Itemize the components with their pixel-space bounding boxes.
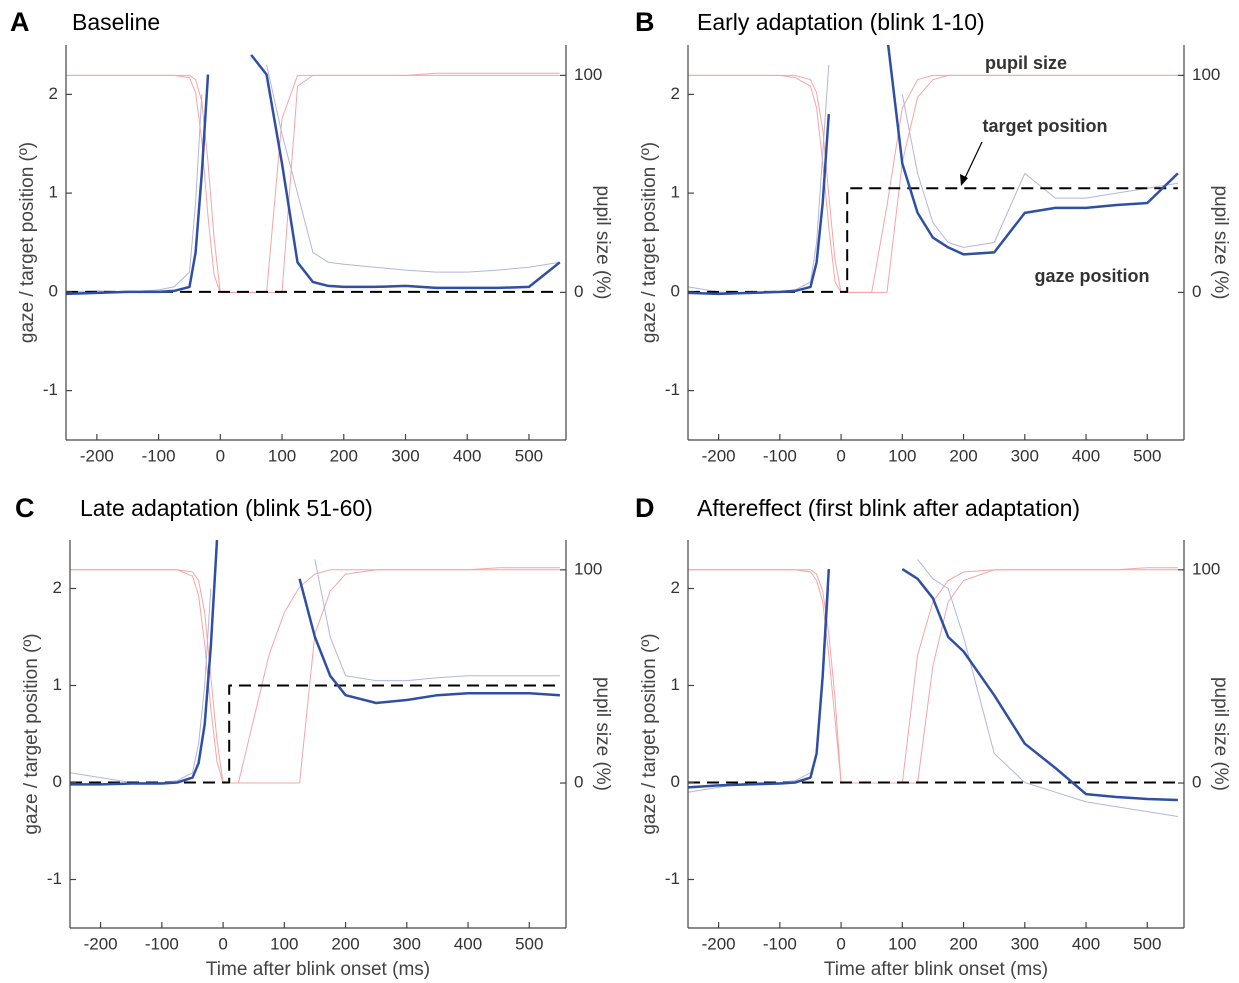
pupil-trace xyxy=(70,567,560,784)
x-tick-label: 300 xyxy=(393,934,421,953)
x-tick-label: 0 xyxy=(836,934,845,953)
y-tick-label: 1 xyxy=(671,675,680,694)
pupil-trace xyxy=(688,569,1178,784)
y-axis-label: gaze / target position (º) xyxy=(21,633,42,834)
gaze-trace xyxy=(70,540,560,786)
x-tick-label: 500 xyxy=(1133,934,1161,953)
x-tick-label: 200 xyxy=(949,934,977,953)
annotation: target position xyxy=(983,116,1108,136)
panel-title: Early adaptation (blink 1-10) xyxy=(697,9,985,35)
x-tick-label: -200 xyxy=(702,446,736,465)
y-tick-label: 0 xyxy=(49,281,58,300)
y-tick-label: -1 xyxy=(47,869,62,888)
y-tick-label: 0 xyxy=(53,772,62,791)
x-tick-label: 200 xyxy=(331,934,359,953)
x-tick-label: -200 xyxy=(80,446,114,465)
y2-axis-label: pupil size (%) xyxy=(1210,677,1231,791)
panel-title: Aftereffect (first blink after adaptatio… xyxy=(697,495,1080,521)
x-tick-label: 200 xyxy=(949,446,977,465)
pupil-trace xyxy=(70,569,560,784)
pupil-trace xyxy=(66,74,560,293)
x-tick-label: -200 xyxy=(702,934,736,953)
gaze-trace xyxy=(70,559,560,783)
y2-tick-label: 0 xyxy=(1192,773,1201,792)
y-tick-label: -1 xyxy=(43,380,58,399)
y-axis-label: gaze / target position (º) xyxy=(639,633,660,834)
gaze-trace xyxy=(688,568,1178,802)
y-tick-label: -1 xyxy=(665,380,680,399)
y2-tick-label: 0 xyxy=(574,773,583,792)
y-tick-label: 2 xyxy=(671,578,680,597)
y2-tick-label: 0 xyxy=(574,282,583,301)
panel-letter: B xyxy=(635,7,655,37)
y-tick-label: 1 xyxy=(53,675,62,694)
x-tick-label: 100 xyxy=(268,446,296,465)
gaze-trace xyxy=(66,54,561,296)
x-tick-label: 0 xyxy=(216,446,225,465)
x-tick-label: 300 xyxy=(1011,446,1039,465)
y-tick-label: 2 xyxy=(671,84,680,103)
panel-letter: C xyxy=(15,493,35,523)
target-line xyxy=(70,684,560,784)
x-tick-label: 500 xyxy=(1133,446,1161,465)
y2-axis-label: pupil size (%) xyxy=(1210,185,1231,299)
y2-axis-label: pupil size (%) xyxy=(592,677,613,791)
gaze-trace xyxy=(688,45,1179,296)
x-tick-label: 300 xyxy=(391,446,419,465)
x-tick-label: 0 xyxy=(218,934,227,953)
y-tick-label: 0 xyxy=(671,772,680,791)
x-tick-label: 400 xyxy=(1072,446,1100,465)
x-tick-label: -100 xyxy=(763,446,797,465)
x-tick-label: -100 xyxy=(145,934,179,953)
gaze-trace xyxy=(66,64,560,293)
y-tick-label: 1 xyxy=(49,183,58,202)
y2-tick-label: 0 xyxy=(1192,282,1201,301)
x-tick-label: 500 xyxy=(515,934,543,953)
panel-title: Late adaptation (blink 51-60) xyxy=(80,495,373,521)
x-tick-label: -200 xyxy=(84,934,118,953)
pupil-trace xyxy=(688,74,1178,293)
x-tick-label: 0 xyxy=(836,446,845,465)
x-tick-label: 300 xyxy=(1011,934,1039,953)
x-tick-label: -100 xyxy=(763,934,797,953)
pupil-trace xyxy=(66,72,560,293)
y2-tick-label: 100 xyxy=(574,65,602,84)
y-tick-label: -1 xyxy=(665,869,680,888)
pupil-trace xyxy=(688,567,1178,784)
x-tick-label: 100 xyxy=(888,934,916,953)
y-tick-label: 2 xyxy=(53,578,62,597)
y-axis-label: gaze / target position (º) xyxy=(639,142,660,343)
x-tick-label: 200 xyxy=(330,446,358,465)
x-tick-label: 100 xyxy=(270,934,298,953)
panel-letter: A xyxy=(10,7,30,37)
x-axis-label: Time after blink onset (ms) xyxy=(824,959,1048,980)
x-tick-label: 400 xyxy=(453,446,481,465)
y-tick-label: 2 xyxy=(49,84,58,103)
y2-tick-label: 100 xyxy=(1192,559,1220,578)
y-tick-label: 0 xyxy=(671,281,680,300)
annotation-arrowhead xyxy=(960,174,968,186)
annotation: pupil size xyxy=(985,53,1067,73)
panel-title: Baseline xyxy=(72,9,160,35)
y-tick-label: 1 xyxy=(671,183,680,202)
x-tick-label: 400 xyxy=(454,934,482,953)
x-tick-label: 100 xyxy=(888,446,916,465)
annotation-arrow xyxy=(963,141,983,181)
y2-axis-label: pupil size (%) xyxy=(592,185,613,299)
pupil-trace xyxy=(688,74,1178,293)
x-axis-label: Time after blink onset (ms) xyxy=(206,959,430,980)
x-tick-label: 400 xyxy=(1072,934,1100,953)
x-tick-label: -100 xyxy=(142,446,176,465)
panel-letter: D xyxy=(635,493,655,523)
y-axis-label: gaze / target position (º) xyxy=(17,142,38,343)
x-tick-label: 500 xyxy=(515,446,543,465)
annotation: gaze position xyxy=(1034,266,1149,286)
y2-tick-label: 100 xyxy=(574,559,602,578)
target-line xyxy=(688,187,1178,293)
y2-tick-label: 100 xyxy=(1192,65,1220,84)
gaze-trace xyxy=(688,64,1178,295)
